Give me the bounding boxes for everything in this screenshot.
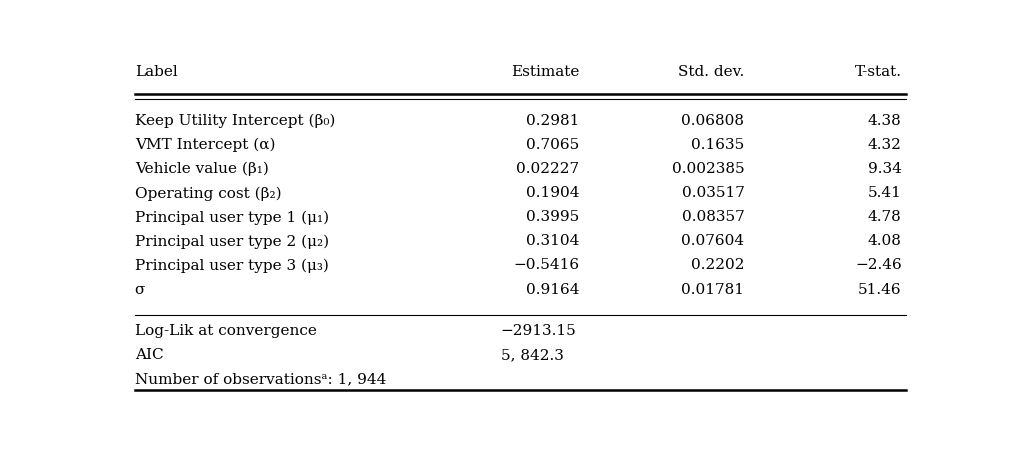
Text: 4.38: 4.38 [868, 114, 901, 128]
Text: Std. dev.: Std. dev. [678, 65, 744, 79]
Text: 0.02227: 0.02227 [516, 162, 580, 176]
Text: Number of observationsᵃ: 1, 944: Number of observationsᵃ: 1, 944 [135, 372, 386, 385]
Text: 0.1904: 0.1904 [526, 186, 580, 200]
Text: 0.3995: 0.3995 [526, 210, 580, 224]
Text: Principal user type 3 (μ₃): Principal user type 3 (μ₃) [135, 258, 329, 272]
Text: T-stat.: T-stat. [855, 65, 901, 79]
Text: −2.46: −2.46 [855, 258, 901, 272]
Text: 0.08357: 0.08357 [682, 210, 744, 224]
Text: 5.41: 5.41 [868, 186, 901, 200]
Text: 0.06808: 0.06808 [681, 114, 744, 128]
Text: −0.5416: −0.5416 [513, 258, 580, 272]
Text: VMT Intercept (α): VMT Intercept (α) [135, 138, 275, 152]
Text: Operating cost (β₂): Operating cost (β₂) [135, 186, 281, 200]
Text: 0.07604: 0.07604 [681, 234, 744, 248]
Text: Principal user type 1 (μ₁): Principal user type 1 (μ₁) [135, 210, 329, 224]
Text: Keep Utility Intercept (β₀): Keep Utility Intercept (β₀) [135, 114, 335, 128]
Text: Estimate: Estimate [511, 65, 580, 79]
Text: 0.01781: 0.01781 [681, 282, 744, 296]
Text: 51.46: 51.46 [858, 282, 901, 296]
Text: 4.32: 4.32 [868, 138, 901, 152]
Text: Principal user type 2 (μ₂): Principal user type 2 (μ₂) [135, 234, 329, 248]
Text: 0.2981: 0.2981 [526, 114, 580, 128]
Text: 0.7065: 0.7065 [526, 138, 580, 152]
Text: 0.1635: 0.1635 [691, 138, 744, 152]
Text: 0.9164: 0.9164 [526, 282, 580, 296]
Text: σ: σ [135, 282, 145, 296]
Text: −2913.15: −2913.15 [500, 324, 577, 338]
Text: 9.34: 9.34 [868, 162, 901, 176]
Text: Vehicle value (β₁): Vehicle value (β₁) [135, 162, 269, 176]
Text: Log-Lik at convergence: Log-Lik at convergence [135, 324, 317, 338]
Text: 4.08: 4.08 [868, 234, 901, 248]
Text: 0.3104: 0.3104 [526, 234, 580, 248]
Text: 0.03517: 0.03517 [681, 186, 744, 200]
Text: 0.2202: 0.2202 [691, 258, 744, 272]
Text: 4.78: 4.78 [868, 210, 901, 224]
Text: AIC: AIC [135, 348, 163, 361]
Text: 0.002385: 0.002385 [672, 162, 744, 176]
Text: Label: Label [135, 65, 178, 79]
Text: 5, 842.3: 5, 842.3 [500, 348, 563, 361]
